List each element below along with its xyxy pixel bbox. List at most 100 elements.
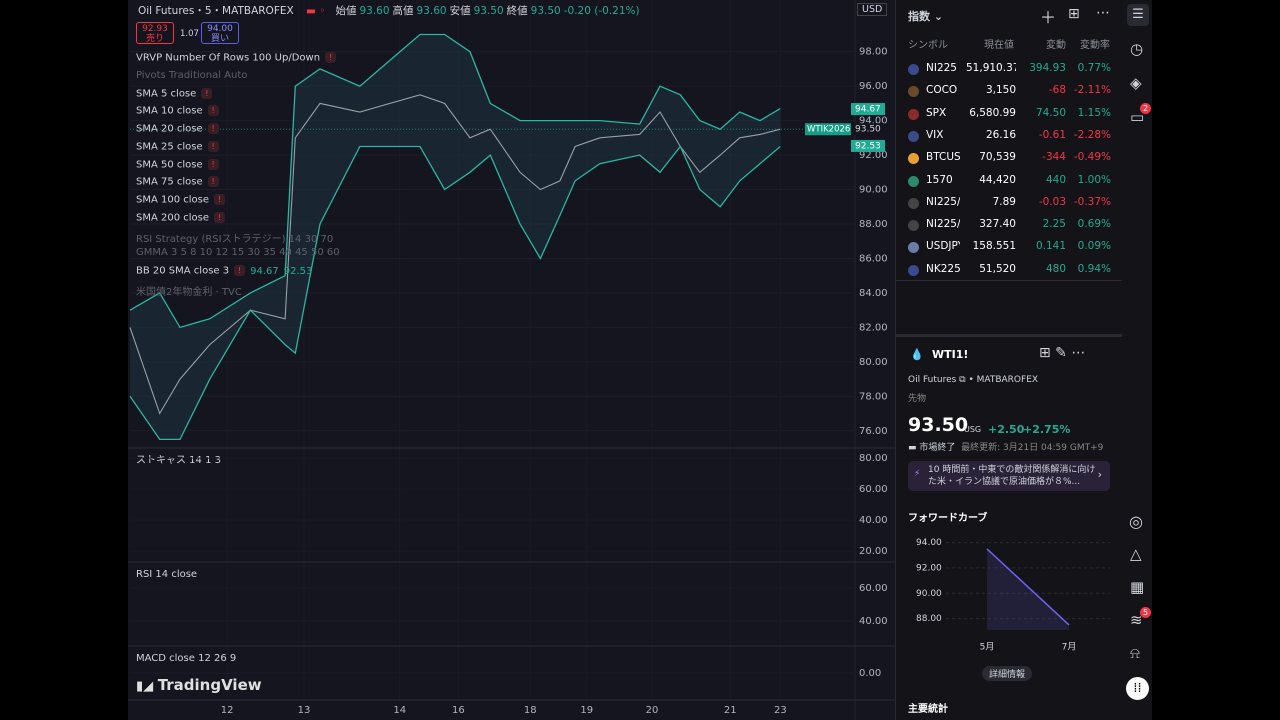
sell-label: 売り	[145, 34, 164, 44]
y-tick-label: 20.00	[859, 546, 888, 557]
chat-icon[interactable]: ▭	[1130, 108, 1145, 126]
price: 26.16	[985, 128, 1016, 141]
watchlist-row[interactable]: NI225/U 327.40 2.25 0.69%	[896, 214, 1123, 236]
indicator[interactable]: SMA 25 close!	[136, 140, 219, 152]
indicator[interactable]: SMA 100 close!	[136, 194, 226, 206]
ideas-icon[interactable]: △	[1130, 545, 1142, 563]
y-tick-label: 86.00	[859, 253, 888, 264]
sell-button[interactable]: 92.93 売り	[136, 22, 174, 44]
x-tick-label: 13	[298, 705, 311, 716]
price: 51,520	[979, 262, 1016, 275]
layout-icon[interactable]: ⊞ ✎ ⋯	[1039, 345, 1086, 361]
indicator[interactable]: Pivots Traditional Auto	[136, 69, 248, 81]
news-arrow: ›	[1097, 468, 1102, 481]
indicator[interactable]: SMA 50 close!	[136, 158, 219, 170]
toolbar: ☰ ◷ ◈ ▭ 2 ◎ △ ▦ ≋ 5 ⍾ ⁞⁞	[1122, 0, 1152, 720]
market-status: 市場終了	[919, 443, 956, 453]
change: 440	[1045, 173, 1066, 186]
calendar-icon[interactable]: ▦	[1130, 578, 1145, 596]
change: 0.141	[1035, 240, 1066, 253]
currency[interactable]: USD	[857, 3, 888, 16]
symbol: NI225/U	[926, 218, 960, 231]
symbol-icon	[908, 197, 919, 209]
indicator[interactable]: SMA 20 close!	[136, 123, 219, 135]
forward-curve: 94.00 92.00 90.00 88.00 5月 7月	[916, 538, 1110, 653]
buy-button[interactable]: 94.00 買い	[201, 22, 239, 44]
price: 7.89	[992, 195, 1016, 208]
y-tick-label: 82.00	[859, 322, 888, 333]
price: 70,539	[979, 151, 1016, 164]
y-tick-label: 80.00	[859, 453, 888, 464]
watchlist-row[interactable]: COCO 3,150 -68 -2.11%	[896, 80, 1123, 102]
y-tick-label: 80.00	[859, 357, 888, 368]
indicator[interactable]: SMA 75 close!	[136, 176, 219, 188]
y-tick-label: 60.00	[859, 583, 888, 594]
layers-icon[interactable]: ◈	[1130, 74, 1142, 92]
watchlist-row[interactable]: USDJPY 158.551 0.141 0.09%	[896, 236, 1123, 258]
y-tick-label: 94.00	[916, 538, 942, 548]
watchlist-row[interactable]: SPX 6,580.99 74.50 1.15%	[896, 103, 1123, 125]
feed-icon[interactable]: ≋	[1130, 611, 1143, 629]
detail-change: +2.50	[988, 423, 1025, 436]
price-tag: WTIK2026	[807, 125, 850, 135]
watchlist-icon[interactable]: ☰	[1127, 4, 1149, 26]
price: 44,420	[979, 173, 1016, 186]
indicator[interactable]: GMMA 3 5 8 10 12 15 30 35 40 45 50 60	[136, 247, 340, 259]
chat-badge: 2	[1140, 103, 1151, 114]
bell-icon[interactable]: ⍾	[1130, 644, 1140, 662]
change-pct: 0.77%	[1077, 62, 1111, 74]
alerts-icon[interactable]: ◷	[1130, 40, 1144, 58]
change-pct: -0.49%	[1073, 151, 1111, 164]
news-card[interactable]: 10 時間前・中東での敵対関係解消に向けた米・イラン協議で原油価格が８%... ⚡…	[908, 461, 1110, 491]
detail-name-line: Oil Futures ⧉ • MATBAROFEX	[908, 375, 1039, 385]
indicator[interactable]: BB 20 SMA close 3! 94.67 92.53	[136, 265, 313, 277]
watchlist-title[interactable]: 指数 ⌄	[908, 10, 944, 23]
y-tick-label: 84.00	[859, 288, 888, 299]
watchlist-row[interactable]: 1570 44,420 440 1.00%	[896, 170, 1123, 192]
indicator[interactable]: 米国債2年物金利 · TVC	[136, 286, 242, 298]
pane-title: MACD close 12 26 9	[136, 653, 236, 664]
add-icon[interactable]: ＋	[1040, 8, 1057, 27]
watchlist-row[interactable]: NK225 51,520 480 0.94%	[896, 259, 1123, 281]
detail-price: 93.50	[908, 414, 969, 436]
indicator-value: 92.53	[283, 265, 313, 277]
change: -0.20 (-0.21%)	[563, 5, 640, 17]
indicator[interactable]: VRVP Number Of Rows 100 Up/Down!	[136, 52, 337, 64]
indicator[interactable]: SMA 10 close!	[136, 105, 219, 117]
watchlist-row[interactable]: BTCUSD 70,539 -344 -0.49%	[896, 147, 1123, 169]
pane-title: ストキャス 14 1 3	[136, 455, 221, 466]
symbol-icon	[908, 153, 919, 165]
warn: !	[207, 140, 219, 152]
symbol: 1570	[926, 173, 953, 186]
watchlist-row[interactable]: NI225/S 7.89 -0.03 -0.37%	[896, 192, 1123, 214]
symbol[interactable]: Oil Futures・5・MATBAROFEX	[138, 5, 294, 17]
sell-price: 92.93	[142, 24, 168, 34]
more-button[interactable]: 詳細情報	[982, 666, 1033, 681]
y-tick-label: 88.00	[916, 614, 942, 624]
series-line	[129, 94, 781, 415]
series-line	[129, 33, 781, 329]
change: 2.25	[1042, 218, 1066, 231]
y-tick-label: 92.00	[859, 150, 888, 161]
watchlist-row[interactable]: NI225 51,910.37 394.93 0.77%	[896, 58, 1123, 80]
warn: !	[201, 87, 213, 99]
change-pct: -2.28%	[1073, 128, 1111, 141]
indicator[interactable]: SMA 200 close!	[136, 211, 226, 223]
menu-icon[interactable]: ⋯	[1096, 5, 1110, 21]
ohlc-label: 高値	[392, 5, 414, 17]
indicator[interactable]: SMA 5 close!	[136, 87, 213, 99]
table-icon[interactable]: ⊞	[1068, 6, 1080, 22]
main-chart: 98.00 96.00 94.00 92.00 90.00 88.00 86.00 84.00…	[128, 0, 895, 720]
indicator[interactable]: RSI Strategy (RSIストラテジー) 14 30 70	[136, 233, 334, 245]
dot: ▬ ◦	[306, 5, 326, 17]
watchlist-row[interactable]: VIX 26.16 -0.61 -2.28%	[896, 125, 1123, 147]
y-tick-label: 60.00	[859, 484, 888, 495]
x-tick-label: 23	[774, 705, 787, 716]
column-header: 変動率	[1080, 40, 1110, 51]
symbol-icon	[908, 264, 919, 276]
target-icon[interactable]: ◎	[1129, 512, 1143, 531]
warn: !	[207, 176, 219, 188]
apps-icon[interactable]: ⁞⁞	[1126, 677, 1149, 700]
buy-label: 買い	[210, 34, 229, 44]
